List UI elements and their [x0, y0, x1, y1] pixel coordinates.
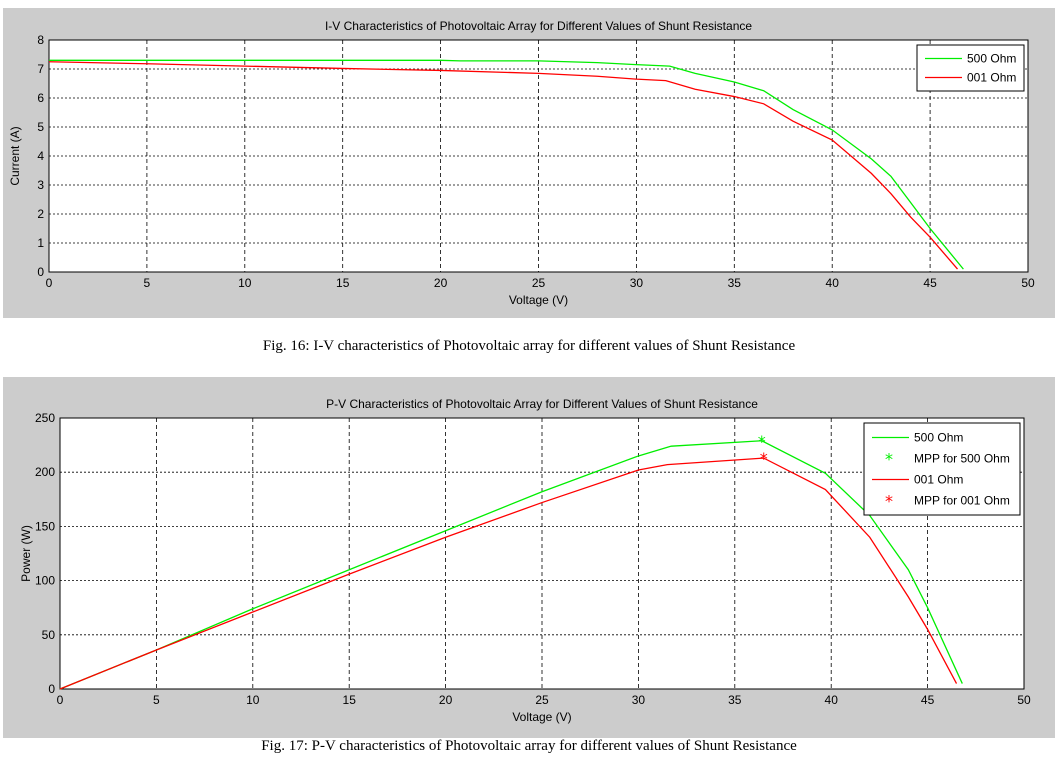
x-tick-label: 20 — [434, 276, 448, 290]
x-tick-label: 15 — [336, 276, 350, 290]
x-tick-label: 30 — [630, 276, 644, 290]
y-tick-label: 2 — [37, 207, 44, 221]
chart-title: P-V Characteristics of Photovoltaic Arra… — [326, 397, 758, 411]
x-tick-label: 5 — [153, 693, 160, 707]
legend-entry: 001 Ohm — [914, 473, 963, 487]
iv-caption: Fig. 16: I-V characteristics of Photovol… — [262, 338, 796, 354]
y-tick-label: 4 — [37, 149, 44, 163]
x-tick-label: 35 — [728, 276, 742, 290]
legend-marker: * — [885, 450, 893, 469]
y-tick-label: 200 — [35, 465, 55, 479]
chart-title: I-V Characteristics of Photovoltaic Arra… — [325, 19, 752, 33]
y-axis-label: Current (A) — [8, 126, 22, 185]
mpp-marker-mpp-for-500-ohm: * — [758, 432, 766, 451]
x-tick-label: 10 — [246, 693, 260, 707]
x-tick-label: 40 — [826, 276, 840, 290]
pv-figure: P-V Characteristics of Photovoltaic Arra… — [3, 377, 1055, 738]
x-tick-label: 35 — [728, 693, 742, 707]
iv-figure: I-V Characteristics of Photovoltaic Arra… — [3, 8, 1055, 318]
y-tick-label: 50 — [42, 628, 56, 642]
y-tick-label: 8 — [37, 33, 44, 47]
x-tick-label: 40 — [825, 693, 839, 707]
series-line-001-ohm — [48, 61, 959, 270]
legend-entry: 500 Ohm — [914, 431, 963, 445]
series-line-500-ohm — [49, 59, 964, 270]
legend-entry: 500 Ohm — [967, 52, 1016, 66]
x-tick-label: 15 — [343, 693, 357, 707]
x-tick-label: 50 — [1021, 276, 1035, 290]
y-tick-label: 6 — [37, 91, 44, 105]
y-tick-label: 250 — [35, 411, 55, 425]
iv-chart: I-V Characteristics of Photovoltaic Arra… — [8, 19, 1035, 307]
y-tick-label: 100 — [35, 574, 55, 588]
y-axis-label: Power (W) — [19, 525, 33, 582]
series-line-001-ohm — [59, 457, 958, 690]
pv-chart: P-V Characteristics of Photovoltaic Arra… — [19, 397, 1031, 724]
pv-caption: Fig. 17: P-V characteristics of Photovol… — [261, 738, 797, 754]
x-tick-label: 45 — [923, 276, 937, 290]
x-tick-label: 5 — [144, 276, 151, 290]
x-tick-label: 25 — [535, 693, 549, 707]
x-tick-label: 25 — [532, 276, 546, 290]
y-tick-label: 0 — [48, 682, 55, 696]
x-axis-label: Voltage (V) — [512, 710, 571, 724]
x-tick-label: 20 — [439, 693, 453, 707]
x-tick-label: 10 — [238, 276, 252, 290]
legend-box — [863, 422, 1021, 516]
x-tick-label: 45 — [921, 693, 935, 707]
x-tick-label: 50 — [1017, 693, 1031, 707]
mpp-marker-mpp-for-001-ohm: * — [760, 449, 768, 468]
legend-entry: 001 Ohm — [967, 71, 1016, 85]
legend-box — [916, 44, 1025, 92]
x-tick-label: 30 — [632, 693, 646, 707]
y-tick-label: 5 — [37, 120, 44, 134]
y-tick-label: 1 — [37, 236, 44, 250]
series-line-500-ohm — [59, 440, 963, 690]
legend-entry: MPP for 001 Ohm — [914, 494, 1010, 508]
x-tick-label: 0 — [46, 276, 53, 290]
y-tick-label: 7 — [37, 62, 44, 76]
x-axis-label: Voltage (V) — [509, 293, 568, 307]
x-tick-label: 0 — [57, 693, 64, 707]
y-tick-label: 150 — [35, 519, 55, 533]
legend-entry: MPP for 500 Ohm — [914, 452, 1010, 466]
y-tick-label: 0 — [37, 265, 44, 279]
legend-marker: * — [885, 492, 893, 511]
y-tick-label: 3 — [37, 178, 44, 192]
